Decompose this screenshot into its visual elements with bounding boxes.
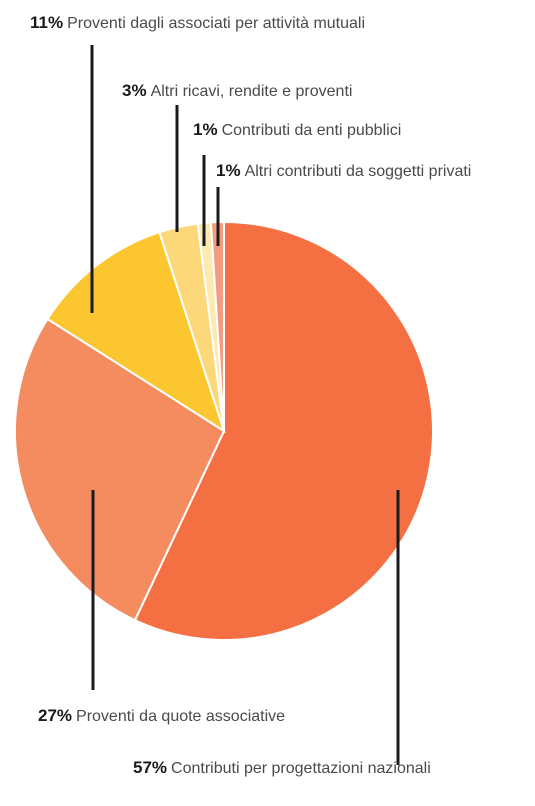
slice-value-enti-pubblici: 1% [193, 120, 218, 139]
slice-value-altri-ricavi: 3% [122, 81, 147, 100]
slice-value-soggetti-privati: 1% [216, 161, 241, 180]
slice-value-progettazioni-nazionali: 57% [133, 758, 168, 777]
slice-text-soggetti-privati: Altri contributi da soggetti privati [244, 163, 472, 180]
slice-label-enti-pubblici: 1% Contributi da enti pubblici [193, 120, 401, 141]
slice-text-attivita-mutuali: Proventi dagli associati per attività mu… [67, 15, 366, 32]
slice-label-attivita-mutuali: 11% Proventi dagli associati per attività… [30, 13, 365, 34]
slice-label-soggetti-privati: 1% Altri contributi da soggetti privati [216, 161, 471, 182]
slice-text-altri-ricavi: Altri ricavi, rendite e proventi [150, 83, 353, 100]
pie-slice-1 [14, 317, 226, 622]
slice-label-progettazioni-nazionali: 57% Contributi per progettazioni nazional… [133, 758, 431, 779]
slice-text-quote-associative: Proventi da quote associative [76, 708, 286, 725]
pie-slice-0 [133, 220, 434, 641]
slice-value-attivita-mutuali: 11% [30, 13, 64, 32]
slice-value-quote-associative: 27% [38, 706, 73, 725]
slice-label-quote-associative: 27% Proventi da quote associative [38, 706, 285, 727]
slice-text-progettazioni-nazionali: Contributi per progettazioni nazionali [171, 760, 431, 777]
slice-label-altri-ricavi: 3% Altri ricavi, rendite e proventi [122, 81, 352, 102]
slice-text-enti-pubblici: Contributi da enti pubblici [221, 122, 402, 139]
